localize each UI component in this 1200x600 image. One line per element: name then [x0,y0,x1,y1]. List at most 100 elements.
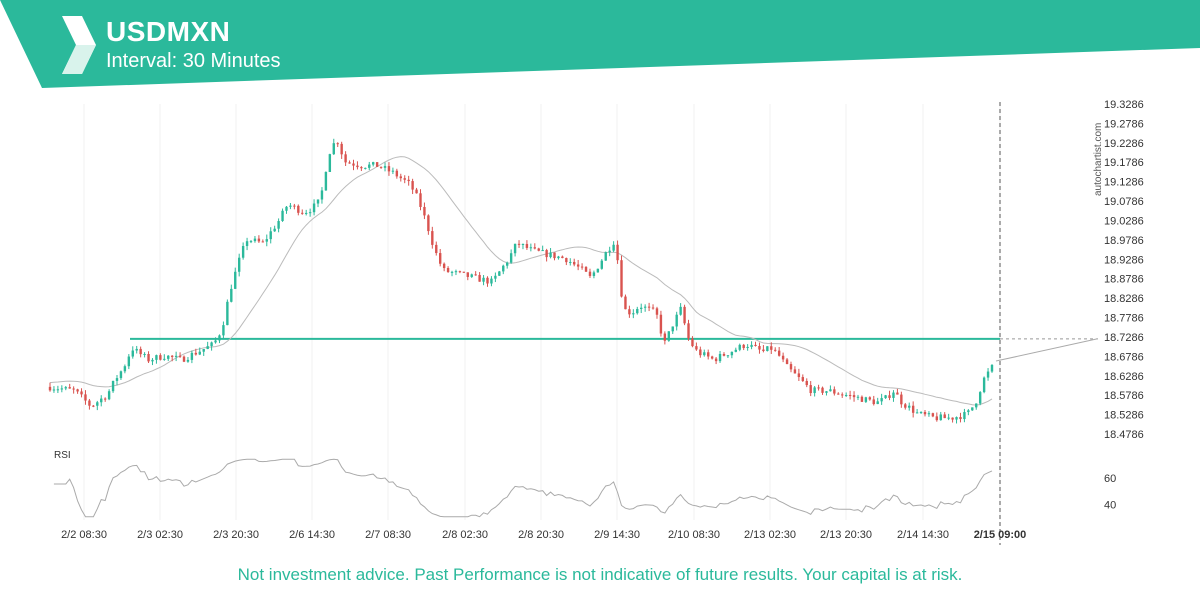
candle-body [703,352,706,356]
candle-body [458,271,462,273]
candle-body [628,309,631,315]
rsi-path [53,458,993,518]
candle-body [72,388,75,390]
candle-body [513,243,517,254]
candle-body [48,386,52,391]
candle-body [746,346,749,349]
candle-body [876,401,879,405]
candle-body [462,271,466,273]
candle-body [304,212,308,214]
candle-body [174,355,178,357]
price-tick-label: 19.3286 [1104,99,1144,111]
candle-body [163,358,166,360]
candle-body [506,262,509,266]
candle-body [60,388,64,390]
candle-body [844,394,848,396]
candle-body [52,389,56,391]
candle-body [880,398,883,402]
candle-body [419,193,422,207]
candle-body [103,398,107,400]
candle-body [241,246,245,258]
candle-body [939,414,942,421]
candle-body [545,250,548,258]
candle-body [667,331,671,341]
price-tick-label: 18.5786 [1104,390,1144,402]
candle-body [643,306,647,308]
candle-body [249,241,253,243]
candle-body [982,377,986,393]
candle-body [375,162,379,167]
watermark-text: autochartist.com [1093,123,1104,196]
candle-body [943,414,946,419]
candle-body [356,165,359,168]
candle-body [584,266,588,272]
candle-body [576,264,580,267]
candle-body [695,346,698,350]
autochartist-logo-icon [62,16,96,74]
candle-body [659,314,663,334]
candle-body [368,164,371,168]
candle-body [624,296,627,310]
price-tick-label: 19.0786 [1104,196,1144,208]
candle-body [100,398,103,403]
candle-body [754,344,757,346]
header-banner [0,0,1200,88]
candle-body [533,247,536,249]
price-chart: 19.3286 19.2786 19.2286 19.1786 19.1286 19.07… [48,99,1144,545]
candle-body [592,272,596,276]
time-tick-label: 2/14 14:30 [897,529,949,541]
candle-body [498,271,501,276]
candle-body [379,166,383,168]
candle-body [470,274,473,277]
candle-body [446,268,450,273]
candle-body [738,344,741,350]
price-tick-label: 19.2786 [1104,118,1144,130]
candle-body [967,410,970,413]
candle-body [580,266,584,268]
candle-body [718,353,722,362]
candle-body [509,253,513,263]
candle-body [805,380,808,386]
candle-body [411,181,414,190]
candle-body [766,346,769,352]
candle-body [888,395,891,398]
candle-body [565,258,568,263]
candle-body [541,250,544,252]
candle-body [868,397,872,400]
candle-body [450,271,454,273]
candle-body [734,349,738,352]
candle-body [872,399,875,405]
candle-body [431,231,434,245]
candle-body [935,416,939,421]
candle-body [466,272,469,277]
candle-body [774,349,777,351]
candle-body [68,387,71,389]
candle-body [482,277,485,282]
candle-body [194,352,198,355]
candle-body [955,417,958,420]
candle-body [848,394,852,396]
candle-body [864,397,868,402]
candle-body [758,345,761,350]
candle-body [454,271,458,273]
candle-body [923,411,927,415]
candle-body [892,392,895,398]
price-tick-label: 19.0286 [1104,215,1144,227]
candle-body [596,268,600,273]
candle-body [234,271,237,289]
candle-body [710,356,714,359]
candle-body [131,350,134,357]
candle-body [56,389,60,391]
moving-average-line [49,156,993,406]
price-tick-label: 18.6786 [1104,351,1144,363]
candle-body [415,189,418,194]
candle-body [978,392,982,404]
candle-body [951,417,954,420]
candle-body [336,143,339,145]
candle-body [403,178,406,180]
candle-body [608,250,611,253]
candle-body [911,405,915,413]
candle-body [691,338,694,347]
grid-lines [83,104,1001,520]
candle-body [222,325,225,336]
